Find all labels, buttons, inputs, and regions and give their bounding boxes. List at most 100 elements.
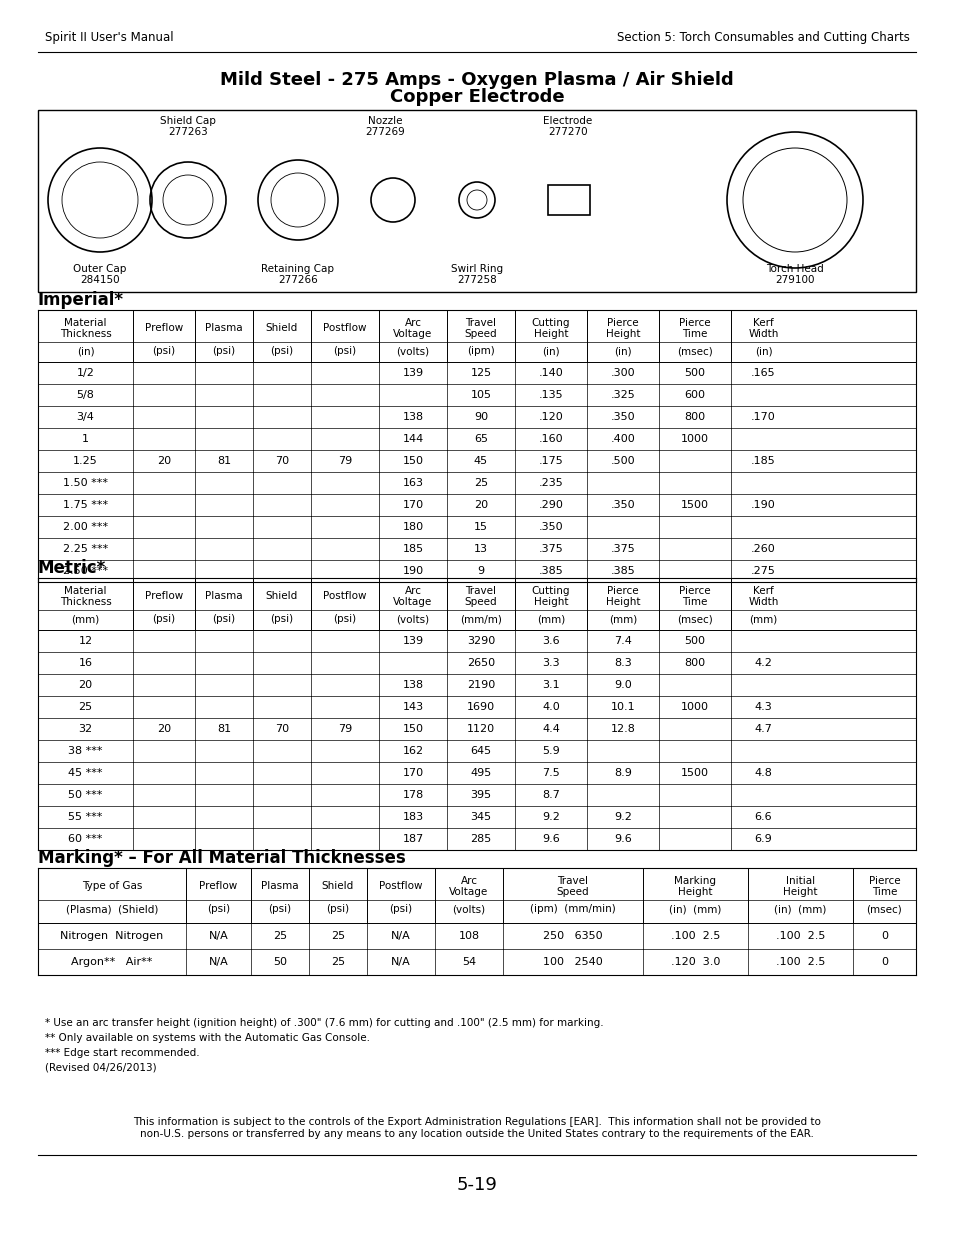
Text: 139: 139 — [402, 368, 423, 378]
Text: Initial: Initial — [785, 876, 814, 885]
Text: 70: 70 — [274, 456, 289, 466]
Text: .375: .375 — [610, 543, 635, 555]
Text: Mild Steel - 275 Amps - Oxygen Plasma / Air Shield: Mild Steel - 275 Amps - Oxygen Plasma / … — [220, 70, 733, 89]
Text: (psi): (psi) — [268, 904, 292, 914]
Text: 1690: 1690 — [466, 701, 495, 713]
Text: 5.9: 5.9 — [541, 746, 559, 756]
Text: 0: 0 — [880, 957, 887, 967]
Text: This information is subject to the controls of the Export Administration Regulat: This information is subject to the contr… — [132, 1118, 821, 1139]
Text: 7.5: 7.5 — [541, 768, 559, 778]
Text: 1.25: 1.25 — [73, 456, 98, 466]
Text: 162: 162 — [402, 746, 423, 756]
Text: 45 ***: 45 *** — [69, 768, 103, 778]
Text: Postflow: Postflow — [323, 324, 366, 333]
Text: Type of Gas: Type of Gas — [82, 881, 142, 890]
Text: Argon**   Air**: Argon** Air** — [71, 957, 152, 967]
Text: 25: 25 — [273, 931, 287, 941]
Text: .100  2.5: .100 2.5 — [775, 957, 824, 967]
Text: (volts): (volts) — [452, 904, 485, 914]
Text: Speed: Speed — [557, 887, 589, 897]
Text: 25: 25 — [331, 931, 345, 941]
Text: 250   6350: 250 6350 — [542, 931, 602, 941]
Text: 32: 32 — [78, 724, 92, 734]
Text: (in)  (mm): (in) (mm) — [774, 904, 826, 914]
Text: 5/8: 5/8 — [76, 390, 94, 400]
Text: Width: Width — [747, 597, 778, 606]
Text: 79: 79 — [337, 456, 352, 466]
Text: N/A: N/A — [391, 931, 411, 941]
Text: (msec): (msec) — [677, 614, 712, 624]
Text: Travel: Travel — [465, 317, 496, 329]
Text: Height: Height — [533, 597, 568, 606]
Text: 285: 285 — [470, 834, 491, 844]
Text: Height: Height — [533, 329, 568, 338]
Text: 3.3: 3.3 — [541, 658, 559, 668]
Text: 9.0: 9.0 — [614, 680, 631, 690]
Text: (mm/m): (mm/m) — [459, 614, 501, 624]
Bar — [547, 185, 589, 215]
Text: .100  2.5: .100 2.5 — [670, 931, 720, 941]
Text: 2650: 2650 — [466, 658, 495, 668]
Text: 187: 187 — [402, 834, 423, 844]
Text: Marking: Marking — [674, 876, 716, 885]
Text: 600: 600 — [684, 390, 705, 400]
Text: 3290: 3290 — [466, 636, 495, 646]
Text: 144: 144 — [402, 433, 423, 445]
Text: 20: 20 — [157, 724, 171, 734]
Text: 495: 495 — [470, 768, 491, 778]
Text: .500: .500 — [610, 456, 635, 466]
Text: Shield: Shield — [266, 324, 297, 333]
Text: .190: .190 — [750, 500, 775, 510]
Text: Pierce: Pierce — [868, 876, 900, 885]
Text: 143: 143 — [402, 701, 423, 713]
Text: 1: 1 — [82, 433, 89, 445]
Text: N/A: N/A — [209, 931, 228, 941]
Text: 100   2540: 100 2540 — [542, 957, 602, 967]
Text: .165: .165 — [750, 368, 775, 378]
Text: Postflow: Postflow — [323, 592, 366, 601]
Text: Shield: Shield — [321, 881, 354, 890]
Text: (psi): (psi) — [213, 346, 235, 356]
Text: Pierce: Pierce — [679, 585, 710, 597]
Text: 50: 50 — [273, 957, 287, 967]
Text: N/A: N/A — [391, 957, 411, 967]
Text: .350: .350 — [538, 522, 562, 532]
Text: 25: 25 — [474, 478, 488, 488]
Text: 4.2: 4.2 — [754, 658, 772, 668]
Text: Outer Cap: Outer Cap — [73, 264, 127, 274]
Text: Height: Height — [605, 597, 639, 606]
Text: 500: 500 — [684, 636, 705, 646]
Text: Voltage: Voltage — [393, 597, 432, 606]
Text: .120  3.0: .120 3.0 — [670, 957, 720, 967]
Text: 20: 20 — [78, 680, 92, 690]
Text: Pierce: Pierce — [606, 317, 639, 329]
Text: 5-19: 5-19 — [456, 1176, 497, 1194]
Text: 8.3: 8.3 — [614, 658, 631, 668]
Text: .185: .185 — [750, 456, 775, 466]
Text: 20: 20 — [157, 456, 171, 466]
Text: Time: Time — [681, 329, 707, 338]
Text: 4.3: 4.3 — [754, 701, 772, 713]
Text: Shield Cap: Shield Cap — [160, 116, 215, 126]
Text: Copper Electrode: Copper Electrode — [389, 88, 564, 106]
Text: (volts): (volts) — [396, 614, 429, 624]
Text: (in): (in) — [76, 346, 94, 356]
Text: Height: Height — [605, 329, 639, 338]
Text: Material: Material — [64, 585, 107, 597]
Text: 284150: 284150 — [80, 275, 120, 285]
Text: 54: 54 — [461, 957, 476, 967]
Text: (ipm): (ipm) — [467, 346, 495, 356]
Text: (Revised 04/26/2013): (Revised 04/26/2013) — [45, 1063, 156, 1073]
Text: 395: 395 — [470, 790, 491, 800]
Text: 645: 645 — [470, 746, 491, 756]
Text: Kerf: Kerf — [752, 585, 773, 597]
Text: 170: 170 — [402, 500, 423, 510]
Text: Electrode: Electrode — [543, 116, 592, 126]
Text: 9.2: 9.2 — [614, 811, 631, 823]
Text: 8.9: 8.9 — [614, 768, 631, 778]
Text: 800: 800 — [683, 658, 705, 668]
Text: Travel: Travel — [557, 876, 588, 885]
Text: (psi): (psi) — [326, 904, 349, 914]
Text: .160: .160 — [538, 433, 562, 445]
Text: 2.50 ***: 2.50 *** — [63, 566, 108, 576]
